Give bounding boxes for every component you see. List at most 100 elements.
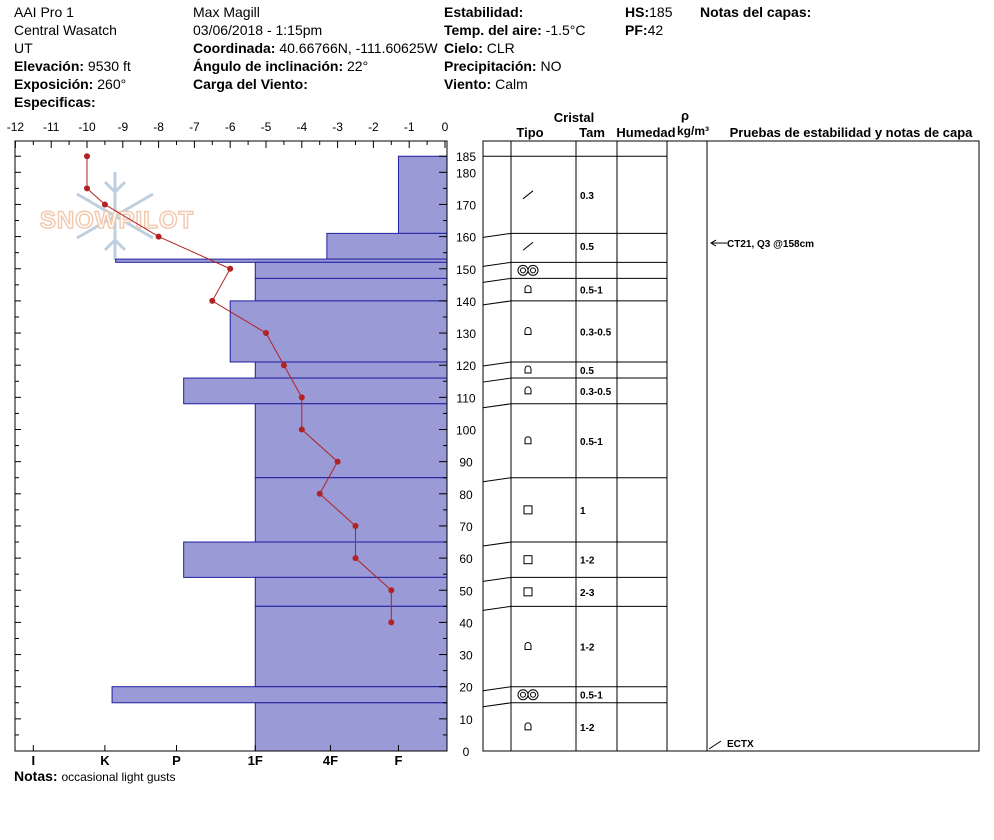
crystal-size: 1 (580, 506, 586, 517)
temp-point (84, 185, 90, 192)
layer-table: 0.3 0.5 0.5-1 0.3-0.5 0.5 0.3-0.5 0.5-1 1 1-2 2-3… (482, 140, 980, 752)
facet-round-shape (524, 285, 532, 294)
hardness-layers (111, 155, 448, 752)
surface-hoar-icon (517, 264, 539, 276)
decomposing-icon (522, 190, 534, 200)
sky-value: CLR (486, 40, 515, 56)
depth-tick-label: 140 (456, 295, 476, 309)
layer-notes-field: Notas del capas: (700, 3, 811, 21)
hardness-bar (254, 277, 448, 302)
crystal-size: 1-2 (580, 643, 595, 654)
aspect-label: Exposición: (14, 76, 94, 92)
temp-point (334, 458, 341, 465)
cristal-header: Cristal (554, 110, 594, 125)
temperature-profile (84, 153, 395, 626)
layer-connector (482, 702, 512, 708)
precip-label: Precipitación: (444, 58, 537, 74)
depth-tick-label: 0 (463, 745, 470, 759)
hoar-ring (527, 264, 539, 276)
coord-value: 40.66766N, -111.60625W (279, 40, 438, 56)
temp-point (298, 394, 305, 401)
faceted-rounded-icon (524, 722, 532, 731)
hardness-bar (326, 232, 448, 260)
air-temp-field: Temp. del aire: -1.5°C (444, 21, 586, 39)
temp-tick-label: -9 (117, 120, 128, 134)
stability-label: Estabilidad: (444, 4, 524, 20)
temp-point (227, 265, 234, 272)
depth-tick-label: 30 (459, 649, 473, 663)
hardness-bar (254, 576, 448, 607)
crystal-size: 0.3-0.5 (580, 387, 612, 398)
slope-value: 22° (347, 58, 369, 74)
hardness-bar (254, 702, 448, 752)
slope-field: Ángulo de inclinación: 22° (193, 57, 368, 75)
faceted-rounded-icon (524, 386, 532, 395)
depth-tick-label: 120 (456, 359, 476, 373)
faceted-rounded-icon (524, 436, 532, 445)
slope-label: Ángulo de inclinación: (193, 58, 344, 74)
layer-connector (482, 403, 512, 409)
org-name: AAI Pro 1 (14, 4, 74, 20)
elevation-label: Elevación: (14, 58, 85, 74)
hs-value: 185 (649, 4, 673, 20)
obs-datetime: 03/06/2018 - 1:15pm (193, 22, 323, 38)
test-label: ECTX (727, 739, 754, 750)
layer-connector (482, 377, 512, 383)
notes-value: occasional light gusts (61, 770, 176, 784)
pf-value: 42 (647, 22, 664, 38)
faceted-icon (523, 587, 533, 597)
air-temp-label: Temp. del aire: (444, 22, 542, 38)
hoar-ring (517, 689, 529, 701)
hoar-ring (520, 267, 526, 274)
axes: -12 -11 -10 -9 -8 -7 -6 -5 -4 -3 -2 -1 0010203040506… (7, 120, 477, 768)
temp-tick-label: -10 (78, 120, 96, 134)
crystal-size: 0.5-1 (580, 437, 603, 448)
sky-label: Cielo: (444, 40, 483, 56)
faceted-icon (523, 505, 533, 515)
temp-tick-label: -5 (261, 120, 272, 134)
hoar-ring (527, 689, 539, 701)
crystal-size: 0.5 (580, 242, 594, 253)
temp-tick-label: -7 (189, 120, 200, 134)
temp-line (86, 156, 392, 623)
hardness-bar (397, 155, 448, 234)
specifics-field: Especificas: (14, 93, 96, 111)
state-name: UT (14, 40, 33, 56)
depth-tick-label: 80 (459, 488, 473, 502)
temp-point (352, 522, 359, 529)
decomposing-stroke (522, 241, 534, 251)
wind-field: Viento: Calm (444, 75, 528, 93)
notes-label: Notas: (14, 768, 58, 784)
hoar-ring (517, 264, 529, 276)
layer-connector (482, 261, 512, 267)
temp-tick-label: 0 (442, 120, 449, 134)
sky-field: Cielo: CLR (444, 39, 515, 57)
layer-connector (482, 686, 512, 692)
hs-field: HS:185 (625, 3, 672, 21)
notes-field: Notas: occasional light gusts (14, 767, 176, 786)
temp-point (298, 426, 305, 433)
hoar-ring (530, 691, 536, 698)
test-pointer (708, 740, 722, 750)
temp-point (388, 587, 395, 594)
temp-tick-label: -6 (225, 120, 236, 134)
temp-point (280, 362, 287, 369)
temp-tick-label: -8 (153, 120, 164, 134)
crystal-size: 1-2 (580, 723, 595, 734)
depth-tick-label: 185 (456, 150, 476, 164)
crystal-size: 0.3 (580, 191, 594, 202)
snowpilot-logo: SNOWPILOT (39, 172, 194, 260)
hardness-label: I (31, 753, 35, 768)
temp-tick-label: -1 (404, 120, 415, 134)
tipo-header: Tipo (516, 125, 543, 140)
layer-connector (482, 232, 512, 238)
hardness-label: K (100, 753, 110, 768)
surface-hoar-icon (517, 689, 539, 701)
elevation-field: Elevación: 9530 ft (14, 57, 131, 75)
wind-value: Calm (495, 76, 528, 92)
temp-tick-label: -3 (332, 120, 343, 134)
facet-round-shape (524, 386, 532, 395)
faceted-rounded-icon (524, 285, 532, 294)
hardness-label: P (172, 753, 181, 768)
test-arrowhead (710, 239, 717, 247)
